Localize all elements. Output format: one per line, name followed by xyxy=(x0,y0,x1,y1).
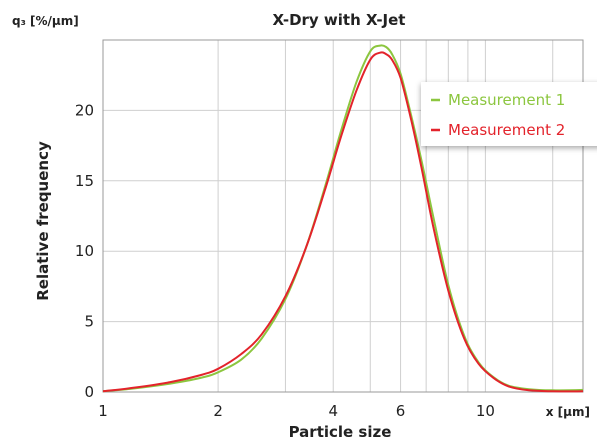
y-tick-label: 20 xyxy=(75,101,94,119)
y-tick-labels: 0 5 10 15 20 xyxy=(75,101,94,401)
y-tick-label: 10 xyxy=(75,242,94,260)
plot-frame xyxy=(102,39,584,393)
y-axis-label: Relative frequency xyxy=(34,141,52,301)
x-tick-label: 4 xyxy=(328,402,338,420)
legend-label-measurement-2: Measurement 2 xyxy=(448,121,565,139)
legend: Measurement 1 Measurement 2 xyxy=(421,82,597,146)
x-unit-label: x [μm] xyxy=(546,405,590,419)
legend-box xyxy=(421,82,597,146)
x-tick-labels: 1 2 4 6 10 xyxy=(98,402,495,420)
chart-title: X-Dry with X-Jet xyxy=(273,11,406,29)
x-axis-label: Particle size xyxy=(289,423,392,439)
y-tick-label: 15 xyxy=(75,172,94,190)
series-line-measurement-2 xyxy=(102,51,584,393)
x-tick-label: 6 xyxy=(396,402,406,420)
x-tick-label: 1 xyxy=(98,402,108,420)
legend-label-measurement-1: Measurement 1 xyxy=(448,91,565,109)
x-tick-label: 2 xyxy=(213,402,223,420)
y-unit-label: q₃ [%/μm] xyxy=(12,14,79,28)
y-tick-label: 0 xyxy=(84,383,94,401)
y-tick-label: 5 xyxy=(84,313,94,331)
series-lines xyxy=(102,44,584,393)
x-tick-label: 10 xyxy=(476,402,495,420)
